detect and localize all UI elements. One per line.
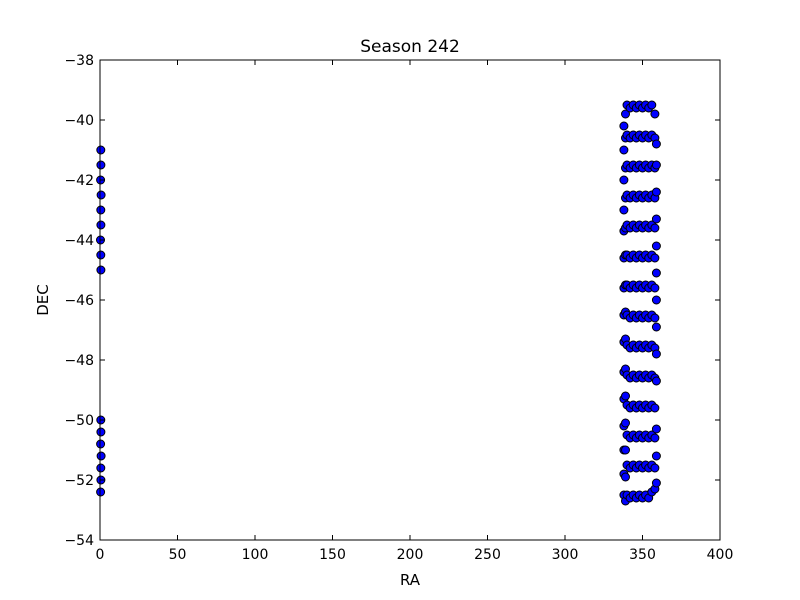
y-axis-label: DEC (34, 284, 52, 316)
data-point (650, 223, 660, 233)
x-tick-label: 200 (397, 547, 424, 563)
data-point (651, 268, 661, 278)
x-axis-ticks: 0 50 100 150 200 250 300 350 400 (96, 60, 734, 563)
data-point (651, 187, 661, 197)
data-point (651, 322, 661, 332)
data-point (96, 451, 106, 461)
data-point (96, 427, 106, 437)
data-point (647, 100, 657, 110)
data-point (621, 472, 630, 482)
chart-title: Season 242 (360, 37, 460, 57)
data-point (651, 478, 661, 488)
x-axis-label: RA (400, 571, 421, 589)
data-point (651, 214, 661, 224)
data-point (651, 424, 661, 434)
data-point (619, 175, 629, 185)
data-point (651, 241, 661, 251)
data-point (621, 391, 630, 401)
data-point (96, 265, 106, 275)
data-point (96, 160, 106, 170)
y-tick-label: −52 (64, 473, 94, 489)
x-tick-label: 250 (474, 547, 501, 563)
x-tick-label: 350 (629, 547, 656, 563)
data-point (96, 220, 106, 230)
y-tick-label: −50 (64, 413, 94, 429)
y-tick-label: −42 (64, 173, 94, 189)
y-tick-label: −54 (64, 533, 94, 549)
y-tick-label: −48 (64, 353, 94, 369)
y-tick-label: −38 (64, 53, 94, 69)
x-tick-label: 400 (707, 547, 734, 563)
data-point (619, 121, 629, 131)
data-point (96, 439, 106, 449)
y-tick-label: −44 (64, 233, 94, 249)
data-point (621, 418, 630, 428)
data-point (650, 463, 660, 473)
data-point (96, 190, 106, 200)
data-point (96, 487, 106, 497)
data-point (651, 376, 661, 386)
data-point (621, 445, 630, 455)
data-point (650, 109, 660, 119)
x-tick-label: 150 (319, 547, 346, 563)
x-tick-label: 300 (552, 547, 579, 563)
x-tick-label: 100 (242, 547, 269, 563)
y-tick-label: −40 (64, 113, 94, 129)
data-point (621, 109, 630, 119)
data-point (650, 433, 660, 443)
data-point (651, 349, 661, 359)
data-point (619, 145, 629, 155)
data-point (650, 403, 660, 413)
data-point (651, 139, 661, 149)
data-point (650, 253, 660, 263)
data-point (96, 463, 106, 473)
data-point (619, 205, 629, 215)
data-point (96, 250, 106, 260)
data-point (651, 295, 661, 305)
y-axis-ticks: −54 −52 −50 −48 −46 −44 −42 −40 −38 (64, 53, 720, 549)
x-tick-label: 50 (169, 547, 187, 563)
data-point (96, 205, 106, 215)
data-point (651, 160, 661, 170)
x-tick-label: 0 (96, 547, 105, 563)
data-points (96, 100, 661, 506)
y-tick-label: −46 (64, 293, 94, 309)
data-point (96, 145, 106, 155)
data-point (651, 451, 661, 461)
data-point (650, 313, 660, 323)
data-point (650, 283, 660, 293)
